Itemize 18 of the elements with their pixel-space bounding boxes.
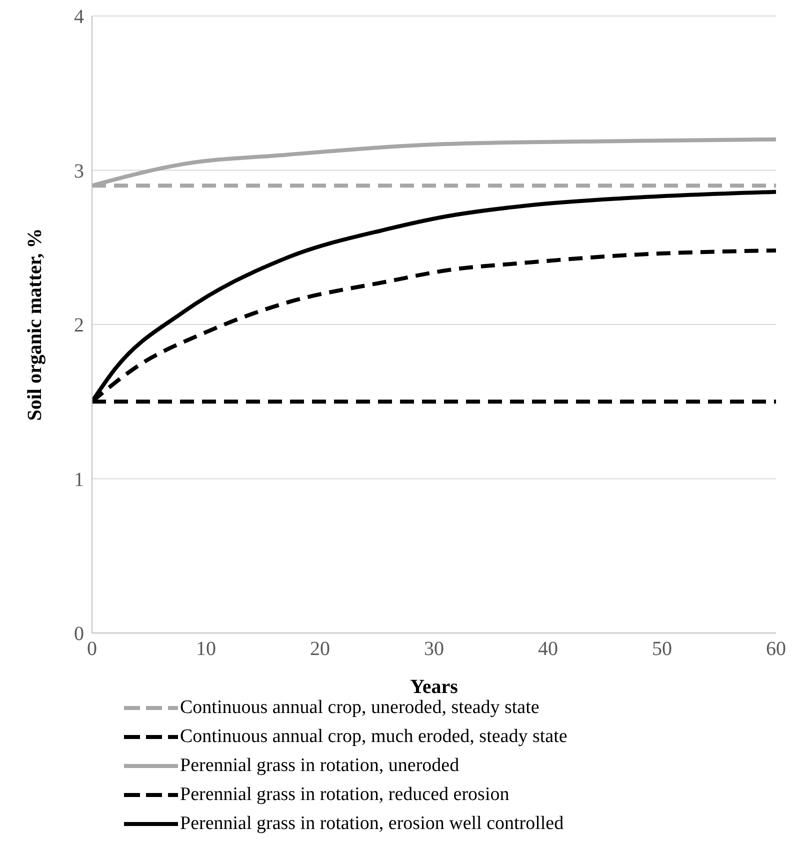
y-axis-title: Soil organic matter, % (24, 228, 46, 421)
x-tick-label: 50 (652, 638, 672, 660)
x-tick-label: 30 (424, 638, 444, 660)
x-tick-label: 60 (766, 638, 786, 660)
legend-label: Perennial grass in rotation, reduced erosion (180, 784, 510, 806)
x-tick-label: 40 (538, 638, 558, 660)
legend-label: Perennial grass in rotation, uneroded (180, 754, 460, 776)
x-tick-label: 20 (310, 638, 330, 660)
y-tick-label: 0 (74, 623, 84, 646)
legend-label: Perennial grass in rotation, erosion well controlled (180, 812, 564, 834)
y-tick-label: 1 (74, 468, 84, 491)
y-tick-label: 4 (74, 6, 84, 28)
x-axis-title: Years (410, 676, 458, 698)
x-tick-label: 10 (196, 638, 216, 660)
y-tick-label: 3 (74, 160, 84, 182)
legend-label: Continuous annual crop, much eroded, steady state (180, 726, 568, 748)
y-tick-label: 2 (74, 314, 84, 337)
legend-label: Continuous annual crop, uneroded, steady state (180, 696, 540, 718)
